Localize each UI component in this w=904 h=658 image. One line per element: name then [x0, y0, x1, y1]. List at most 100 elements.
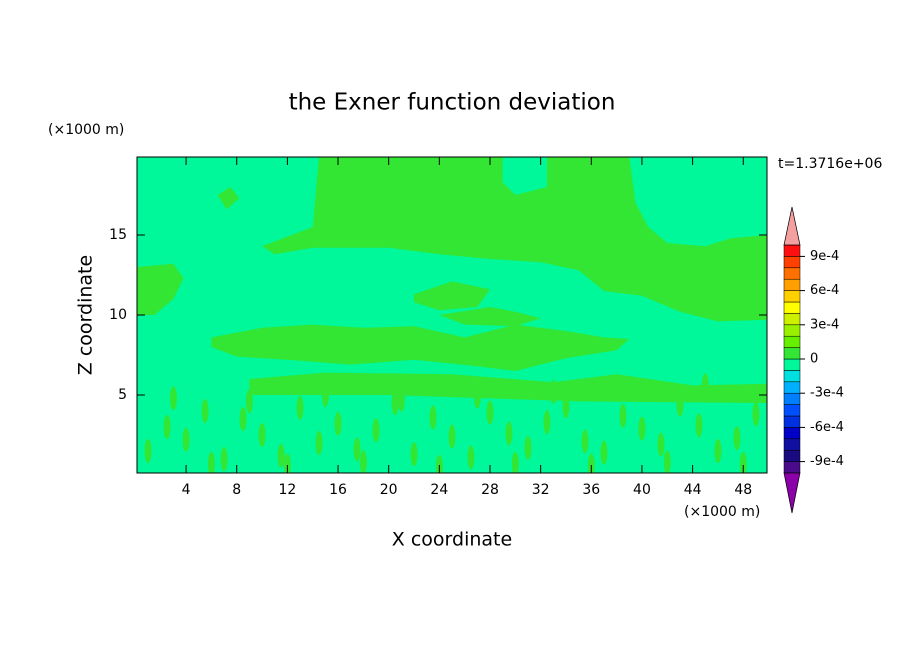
streak	[676, 392, 684, 417]
streak	[701, 373, 709, 398]
contour-region	[217, 187, 240, 210]
streak	[543, 410, 551, 435]
x-tick-label: 40	[633, 482, 651, 498]
y-axis-label: Z coordinate	[75, 255, 97, 375]
streak	[587, 453, 595, 473]
streak	[296, 395, 304, 420]
x-unit: (×1000 m)	[684, 504, 760, 520]
colorbar-band	[783, 290, 801, 303]
streak	[657, 432, 665, 457]
x-tick-label: 16	[329, 482, 347, 498]
contour-region	[137, 263, 184, 315]
streak	[562, 394, 570, 419]
streak	[207, 451, 215, 473]
x-tick-label: 8	[232, 482, 241, 498]
streak	[581, 429, 589, 454]
x-tick-label: 48	[734, 482, 752, 498]
streak	[714, 439, 722, 463]
colorbar-band	[783, 358, 801, 371]
streak	[277, 443, 285, 468]
streak	[486, 400, 494, 425]
colorbar-band	[783, 313, 801, 326]
colorbar-tick-label: 6e-4	[810, 283, 839, 298]
x-tick-label: 12	[278, 482, 296, 498]
colorbar-tick-label: 3e-4	[810, 317, 839, 332]
colorbar-band	[783, 415, 801, 428]
contour-region	[439, 307, 541, 327]
contour-region	[502, 157, 547, 195]
streak	[391, 391, 399, 415]
x-tick-label: 4	[182, 482, 191, 498]
colorbar-band	[783, 244, 801, 257]
streak	[353, 437, 361, 462]
streak	[239, 407, 247, 431]
contour-region	[414, 281, 490, 311]
axes: 4 8 12 16 20 24 28 32 36 40 44 48510159e-46e-43e-40…	[109, 156, 844, 514]
streak	[283, 453, 291, 473]
x-tick-label: 24	[430, 482, 448, 498]
colorbar-band	[783, 301, 801, 314]
colorbar-band	[783, 370, 801, 383]
streak	[410, 442, 418, 467]
colorbar-band	[783, 381, 801, 394]
streak	[163, 415, 171, 439]
streak	[739, 451, 747, 473]
colorbar-extend-high	[783, 206, 801, 246]
colorbar-band	[783, 427, 801, 440]
streak	[245, 389, 253, 414]
streak	[220, 447, 228, 471]
streak	[315, 431, 323, 455]
streak	[752, 402, 760, 427]
streak	[435, 455, 443, 473]
contour-region	[262, 157, 767, 322]
colorbar-band	[783, 324, 801, 337]
streak	[144, 439, 152, 463]
streak	[201, 399, 209, 423]
colorbar-band	[783, 347, 801, 360]
colorbar-band	[783, 438, 801, 451]
x-axis-label: X coordinate	[392, 529, 512, 551]
field	[137, 157, 767, 473]
streak	[473, 384, 481, 409]
x-tick-label: 32	[532, 482, 550, 498]
streak	[321, 383, 329, 407]
streak	[638, 416, 646, 441]
streak	[334, 411, 342, 436]
streak	[505, 421, 513, 446]
streak	[524, 435, 532, 460]
colorbar-band	[783, 267, 801, 280]
colorbar-band	[783, 404, 801, 417]
y-unit: (×1000 m)	[48, 122, 124, 138]
streak	[695, 413, 703, 438]
x-tick-label: 36	[582, 482, 600, 498]
colorbar-band	[783, 449, 801, 462]
streak	[625, 376, 633, 401]
streak	[619, 403, 627, 428]
y-tick-label: 15	[109, 227, 127, 243]
colorbar-band	[783, 461, 801, 474]
contour-region	[211, 324, 630, 371]
x-tick-label: 44	[684, 482, 702, 498]
contour-region	[249, 372, 767, 403]
chart-title: the Exner function deviation	[289, 90, 616, 116]
streak	[429, 405, 437, 430]
y-tick-label: 10	[109, 307, 127, 323]
colorbar-tick-label: 0	[810, 352, 818, 367]
streak	[372, 418, 380, 443]
streak	[733, 426, 741, 451]
x-tick-label: 28	[481, 482, 499, 498]
streak	[359, 450, 367, 473]
streak	[397, 387, 405, 412]
colorbar-tick-label: -3e-4	[810, 386, 844, 401]
y-tick-label: 5	[118, 387, 127, 403]
colorbar-band	[783, 335, 801, 348]
streak	[182, 427, 190, 452]
streak	[511, 451, 519, 473]
streak	[663, 450, 671, 473]
colorbar-tick-label: -9e-4	[810, 454, 844, 469]
x-tick-label: 20	[380, 482, 398, 498]
colorbar-band	[783, 256, 801, 269]
streak	[169, 386, 177, 411]
streak	[448, 424, 456, 449]
